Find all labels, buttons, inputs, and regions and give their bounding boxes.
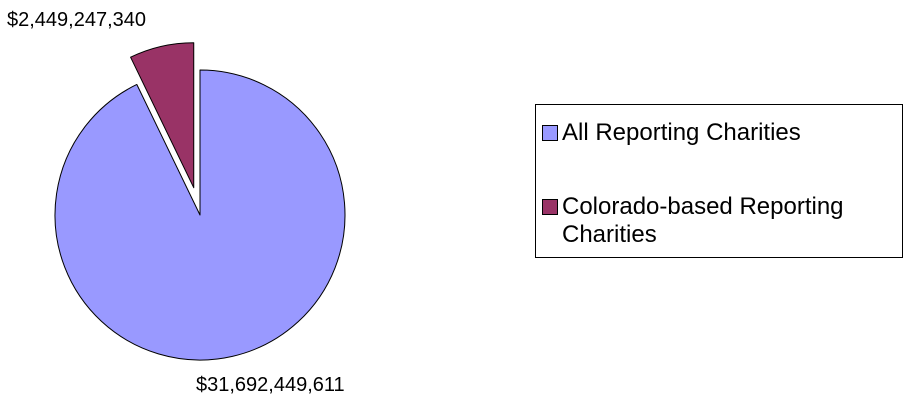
legend-label-colorado-based: Colorado-based Reporting Charities xyxy=(562,193,844,248)
legend-swatch-colorado-based xyxy=(542,199,558,215)
data-label-colorado-based: $2,449,247,340 xyxy=(7,9,146,31)
legend-swatch-all-reporting-charities xyxy=(542,125,558,141)
data-label-all-reporting-charities: $31,692,449,611 xyxy=(196,374,345,396)
legend-entry-all-reporting-charities: All Reporting Charities xyxy=(542,119,897,147)
legend-label-all-reporting-charities: All Reporting Charities xyxy=(562,119,801,146)
pie-slices xyxy=(54,42,346,361)
chart-legend: All Reporting Charities Colorado-based R… xyxy=(535,104,903,258)
pie-slice-all-reporting-charities xyxy=(54,69,346,361)
pie-slice-colorado-based xyxy=(130,42,195,189)
legend-entry-colorado-based: Colorado-based Reporting Charities xyxy=(542,193,897,249)
